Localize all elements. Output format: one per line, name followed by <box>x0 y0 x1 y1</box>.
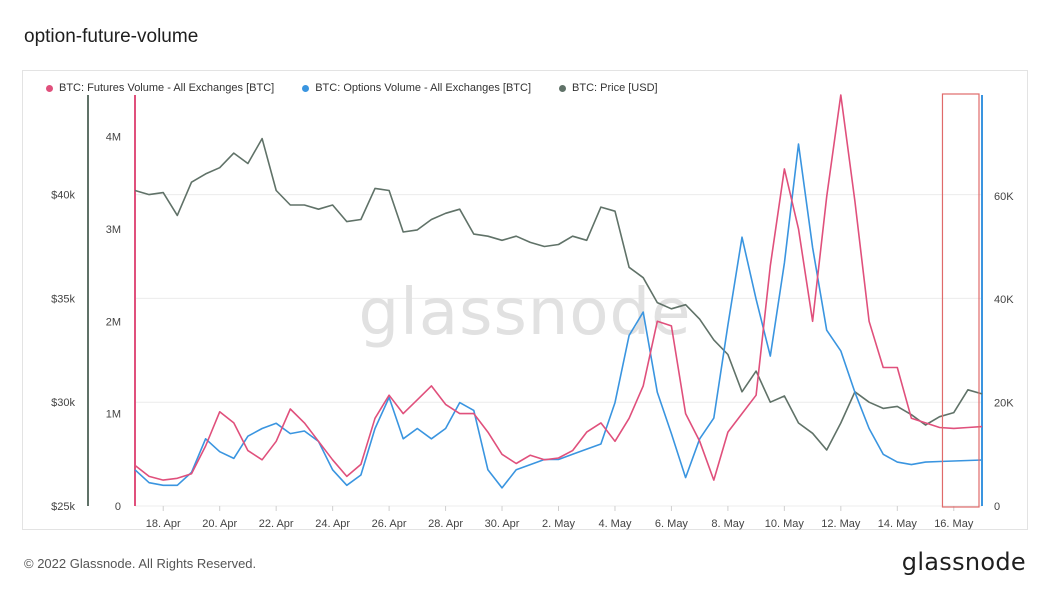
x-tick-label: 24. Apr <box>315 518 350 530</box>
price-tick-label: $35k <box>51 293 75 305</box>
x-tick-label: 30. Apr <box>485 518 520 530</box>
options-tick-label: 20K <box>994 398 1014 410</box>
x-tick-label: 8. May <box>711 518 745 530</box>
price-line <box>134 137 983 451</box>
x-tick-label: 6. May <box>655 518 689 530</box>
legend-item-futures[interactable]: BTC: Futures Volume - All Exchanges [BTC… <box>46 80 274 96</box>
x-tick-label: 18. Apr <box>146 518 181 530</box>
options-tick-label: 40K <box>994 294 1014 306</box>
chart-legend: BTC: Futures Volume - All Exchanges [BTC… <box>46 80 658 96</box>
options-tick-label: 60K <box>994 191 1014 203</box>
legend-item-options[interactable]: BTC: Options Volume - All Exchanges [BTC… <box>302 80 531 96</box>
futures-tick-label: 1M <box>106 409 121 421</box>
x-tick-label: 4. May <box>598 518 632 530</box>
x-tick-label: 16. May <box>934 518 974 530</box>
price-tick-label: $30k <box>51 397 75 409</box>
glassnode-logo: glassnode <box>901 548 1026 576</box>
legend-dot-price <box>559 84 567 92</box>
legend-label-price: BTC: Price [USD] <box>572 82 658 94</box>
futures-tick-label: 2M <box>106 316 121 328</box>
watermark-text: glassnode <box>358 276 691 350</box>
x-tick-label: 2. May <box>542 518 576 530</box>
x-tick-label: 12. May <box>821 518 861 530</box>
futures-volume-line <box>134 94 983 481</box>
futures-tick-label: 0 <box>115 501 121 513</box>
page-title: option-future-volume <box>24 26 199 47</box>
footer-copyright: © 2022 Glassnode. All Rights Reserved. <box>24 556 257 571</box>
price-tick-label: $40k <box>51 190 75 202</box>
futures-tick-label: 4M <box>106 132 121 144</box>
x-tick-label: 10. May <box>765 518 805 530</box>
price-tick-label: $25k <box>51 501 75 513</box>
legend-item-price[interactable]: BTC: Price [USD] <box>559 80 658 96</box>
x-tick-label: 22. Apr <box>259 518 294 530</box>
legend-dot-futures <box>46 84 53 92</box>
legend-label-futures: BTC: Futures Volume - All Exchanges [BTC… <box>59 82 275 94</box>
options-tick-label: 0 <box>994 501 1000 513</box>
options-volume-line <box>134 143 983 489</box>
legend-dot-options <box>302 84 310 92</box>
x-tick-label: 26. Apr <box>372 518 407 530</box>
x-tick-label: 28. Apr <box>428 518 463 530</box>
x-tick-label: 14. May <box>878 518 918 530</box>
futures-tick-label: 3M <box>106 224 121 236</box>
chart-card <box>22 70 1028 530</box>
axis-layer: $25k $30k $35k $40k 0 1M 2M 3M 4M 0 20K 40K 60K 18. A… <box>51 95 1014 530</box>
legend-label-options: BTC: Options Volume - All Exchanges [BTC… <box>315 82 532 94</box>
highlight-box <box>941 93 980 508</box>
x-tick-label: 20. Apr <box>202 518 237 530</box>
